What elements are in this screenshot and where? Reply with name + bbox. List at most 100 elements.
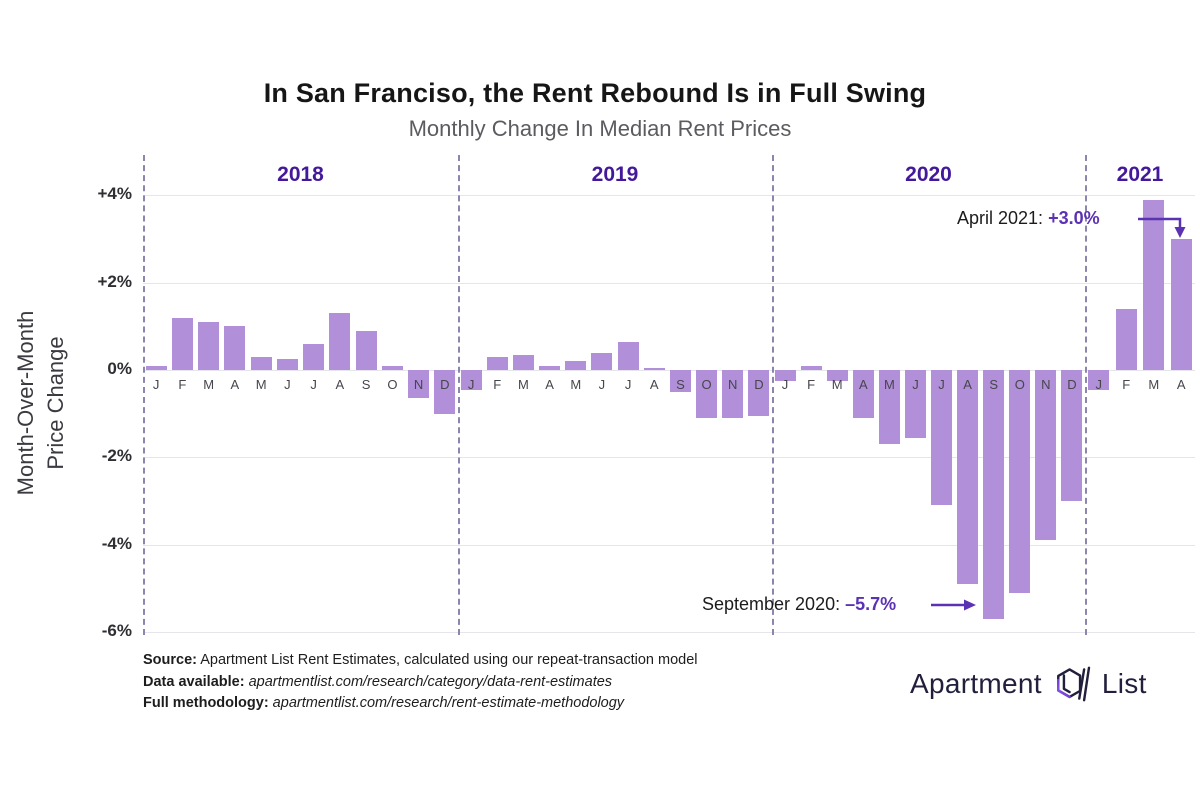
gridline--2% [143,457,1195,459]
methodology-line: Full methodology: apartmentlist.com/rese… [143,693,698,715]
month-label-2020-M: M [883,377,895,392]
y-tick--2%: -2% [101,446,132,466]
year-divider-2020 [772,155,774,635]
year-label-2018: 2018 [277,163,324,186]
bar-2020-3-A [852,370,874,418]
bar-2019-4-M [565,361,587,370]
bar-2020-6-J [931,370,953,506]
bar-2020-10-N [1035,370,1057,541]
data-available-label: Data available: [143,673,245,690]
gridline--4% [143,544,1195,546]
month-label-2020-M: M [831,377,843,392]
year-divider-2019 [458,155,460,635]
month-label-2018-J: J [284,377,291,392]
apartment-list-logo-icon [1056,666,1091,702]
y-tick--6%: -6% [101,620,132,640]
y-axis-title-line1: Month-Over-Month [13,310,38,496]
annotation-september-value: –5.7% [845,594,897,614]
year-divider-2021 [1085,155,1087,635]
methodology-label: Full methodology: [143,695,269,711]
bar-2020-1-F [800,365,822,370]
bar-2020-4-M [878,370,900,445]
data-available-link-text: apartmentlist.com/research/category/data… [244,673,613,690]
bar-2019-8-S [669,370,691,392]
month-label-2018-A: A [335,377,345,392]
month-label-2020-S: S [989,377,999,392]
annotation-september-2020: September 2020: –5.7% [702,594,896,615]
month-label-2019-O: O [701,377,712,392]
month-label-2018-M: M [203,377,215,392]
month-label-2018-S: S [361,377,371,392]
gridline-0% [143,370,1195,371]
month-label-2018-A: A [230,377,240,392]
bar-2018-3-A [224,326,246,370]
y-tick--4%: -4% [101,533,132,553]
month-label-2019-A: A [649,377,659,392]
apartment-list-logo: Apartment List [910,662,1147,706]
bar-2018-6-J [303,343,325,370]
month-label-2020-F: F [807,377,816,392]
bar-2019-9-O [696,370,718,418]
bar-2019-1-F [486,356,508,370]
y-tick-+2%: +2% [97,271,133,291]
annotation-april-value: +3.0% [1048,208,1100,228]
logo-word-list: List [1101,668,1147,699]
bar-2020-2-M [826,370,848,381]
bar-2021-0-J [1088,370,1110,390]
month-label-2020-J: J [781,377,789,392]
month-label-2019-M: M [517,377,529,392]
year-label-2021: 2021 [1116,163,1164,186]
bar-2021-2-M [1143,199,1165,370]
bar-2018-11-D [434,370,456,414]
bar-2019-2-M [512,354,534,370]
month-label-2018-N: N [413,377,424,392]
month-label-2020-O: O [1014,377,1025,392]
month-label-2021-J: J [1095,377,1103,392]
bar-2018-8-S [355,330,377,370]
bar-2020-0-J [774,370,796,381]
bar-2019-11-D [748,370,770,416]
month-label-2021-M: M [1148,377,1160,392]
bar-2018-7-A [329,313,351,370]
month-label-2020-J: J [938,377,945,392]
data-available-line: Data available: apartmentlist.com/resear… [143,672,698,694]
month-label-2019-D: D [754,377,764,392]
source-label: Source: [143,652,197,668]
bar-2020-5-J [904,370,926,438]
source-line: Source: Apartment List Rent Estimates, c… [143,650,698,672]
bar-2020-11-D [1061,370,1083,501]
month-label-2018-F: F [178,377,187,392]
bar-2018-9-O [381,365,403,370]
month-label-2020-N: N [1041,377,1051,392]
bar-2018-0-J [145,365,167,370]
month-label-2019-J: J [598,377,606,392]
y-tick-0%: 0% [107,359,132,378]
gridline-+4% [143,195,1195,197]
annotation-april-label: April 2021: [957,208,1049,228]
month-label-2019-J: J [467,377,475,392]
gridline-+2% [143,282,1195,284]
month-label-2021-A: A [1176,377,1186,392]
annotation-september-label: September 2020: [702,594,846,614]
bar-2020-7-A [957,370,979,584]
month-label-2018-J: J [310,377,317,392]
bar-2019-6-J [617,341,639,370]
gridline--6% [143,631,1195,633]
year-label-2019: 2019 [591,163,639,186]
bar-2021-3-A [1170,239,1192,370]
y-tick-+4%: +4% [97,184,133,204]
source-text: Apartment List Rent Estimates, calculate… [197,652,698,668]
month-label-2018-J: J [152,377,160,392]
month-label-2019-J: J [624,377,632,392]
source-block: Source: Apartment List Rent Estimates, c… [143,650,698,715]
month-label-2020-D: D [1067,377,1077,392]
bar-2018-10-N [408,370,430,399]
month-label-2019-S: S [676,377,685,392]
year-divider-2018 [143,155,145,635]
plot-area: 2018 J F M A M J J A S O N D 2019 J F M A M J J A S O N D 2020 J F M A… [143,155,1195,635]
logo-word-apartment: Apartment [910,668,1042,699]
bar-2019-10-N [722,370,744,418]
bar-2018-1-F [171,317,193,370]
bar-2020-8-S [983,370,1005,619]
